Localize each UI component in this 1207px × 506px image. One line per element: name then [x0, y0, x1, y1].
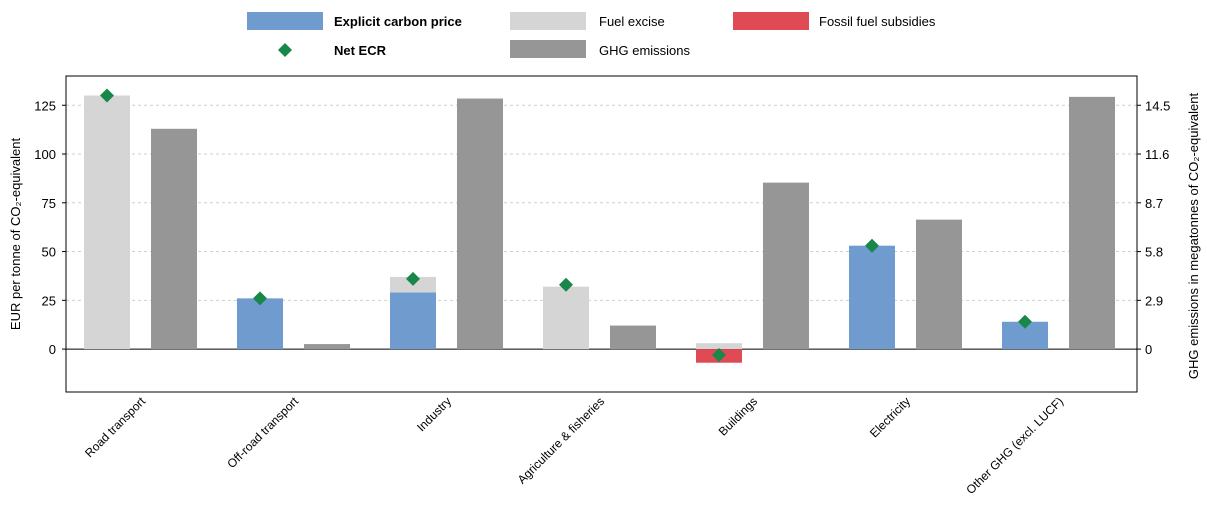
x-tick-label: Electricity — [867, 394, 913, 440]
marker-net-ecr — [406, 271, 420, 286]
legend-label: Fuel excise — [599, 14, 665, 29]
legend-label: Fossil fuel subsidies — [819, 14, 936, 29]
bar-ghg-emissions — [304, 344, 350, 350]
x-tick-label: Road transport — [82, 394, 148, 460]
bar-fuel-excise — [84, 95, 130, 350]
bar-ghg-emissions — [151, 128, 197, 350]
marker-net-ecr — [865, 238, 879, 253]
marker-net-ecr — [559, 277, 573, 292]
y2-tick-label: 5.8 — [1145, 245, 1163, 260]
x-tick-label: Industry — [414, 394, 454, 434]
legend-label: Explicit carbon price — [334, 14, 462, 29]
bar-explicit-carbon-price — [849, 245, 895, 350]
x-tick-label: Off-road transport — [224, 394, 301, 471]
y-tick-label: 75 — [42, 196, 56, 211]
marker-net-ecr — [1018, 314, 1032, 329]
legend-diamond — [278, 43, 292, 57]
bar-fuel-excise — [543, 286, 589, 350]
x-tick-label: Buildings — [716, 394, 760, 438]
x-tick-label: Other GHG (excl. LUCF) — [963, 394, 1066, 497]
legend-swatch — [510, 40, 586, 58]
y-tick-label: 50 — [42, 245, 56, 260]
bar-explicit-carbon-price — [390, 292, 436, 350]
legend-label: Net ECR — [334, 43, 387, 58]
bar-ghg-emissions — [610, 325, 656, 350]
marker-net-ecr — [253, 291, 267, 306]
y2-tick-label: 14.5 — [1145, 98, 1170, 113]
y-tick-label: 25 — [42, 293, 56, 308]
plot-frame — [65, 75, 1138, 393]
legend-swatch — [510, 12, 586, 30]
legend-swatch — [247, 12, 323, 30]
x-tick-label: Agriculture & fisheries — [515, 394, 607, 486]
bar-explicit-carbon-price — [237, 298, 283, 350]
legend-label: GHG emissions — [599, 43, 691, 58]
y2-tick-label: 11.6 — [1145, 147, 1169, 162]
bar-fuel-excise — [696, 343, 742, 350]
y2-axis-title: GHG emissions in megatonnes of CO₂-equiv… — [1186, 93, 1201, 380]
y-tick-label: 100 — [34, 147, 56, 162]
bar-ghg-emissions — [457, 98, 503, 350]
y-tick-label: 0 — [49, 342, 56, 357]
y-axis-title: EUR per tonne of CO₂-equivalent — [8, 138, 23, 331]
bar-ghg-emissions — [1069, 96, 1115, 350]
y2-tick-label: 2.9 — [1145, 293, 1163, 308]
marker-net-ecr — [100, 88, 114, 103]
y2-tick-label: 8.7 — [1145, 196, 1163, 211]
marker-net-ecr — [712, 347, 726, 362]
bar-ghg-emissions — [916, 219, 962, 350]
y-tick-label: 125 — [34, 98, 56, 113]
y2-tick-label: 0 — [1145, 342, 1152, 357]
legend-swatch — [733, 12, 809, 30]
bar-ghg-emissions — [763, 182, 809, 350]
